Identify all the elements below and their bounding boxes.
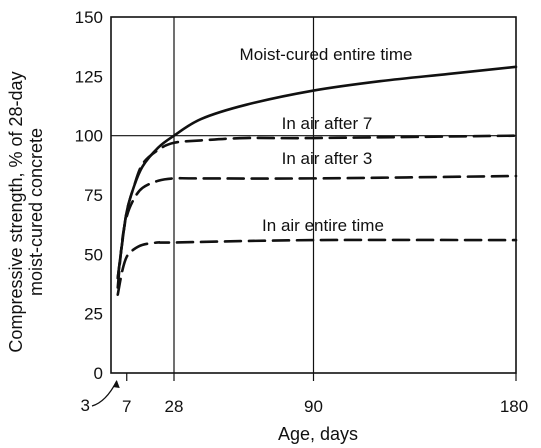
x-tick-label-7: 7 <box>122 397 131 416</box>
y-tick-label-75: 75 <box>84 186 103 205</box>
y-axis-title-line-1: Compressive strength, % of 28-day <box>6 71 26 352</box>
series-label-in-air-after-7: In air after 7 <box>282 114 373 133</box>
x-tick-label-180: 180 <box>500 397 528 416</box>
x-axis-ticks: 3 7 28 90 180 <box>81 373 528 416</box>
gridlines <box>111 17 516 373</box>
x-tick-3-leader <box>91 380 118 407</box>
y-tick-label-25: 25 <box>84 305 103 324</box>
y-axis-title: Compressive strength, % of 28-day moist-… <box>6 71 46 352</box>
y-axis-title-line-2: moist-cured concrete <box>26 128 46 296</box>
x-tick-label-28: 28 <box>165 397 184 416</box>
series-label-in-air-entire-time: In air entire time <box>262 216 384 235</box>
series-label-in-air-after-3: In air after 3 <box>282 149 373 168</box>
y-tick-label-125: 125 <box>75 67 103 86</box>
series-curves <box>116 65 518 296</box>
series-labels: Moist-cured entire time In air after 7 In … <box>240 45 413 235</box>
y-tick-label-150: 150 <box>75 8 103 27</box>
y-tick-label-100: 100 <box>75 127 103 146</box>
x-tick-3-arrowhead <box>112 380 120 388</box>
series-line-in-air-entire-time <box>116 238 518 296</box>
x-tick-label-3: 3 <box>81 396 90 415</box>
x-tick-label-90: 90 <box>304 397 323 416</box>
series-line-in-air-after-3 <box>116 174 518 289</box>
series-label-moist-cured-entire-time: Moist-cured entire time <box>240 45 413 64</box>
y-tick-label-50: 50 <box>84 245 103 264</box>
y-tick-label-0: 0 <box>94 364 103 383</box>
y-axis-ticks: 0 25 50 75 100 125 150 <box>75 8 103 383</box>
x-axis-title: Age, days <box>278 424 358 444</box>
series-line-moist-cured-entire-time <box>116 65 518 280</box>
